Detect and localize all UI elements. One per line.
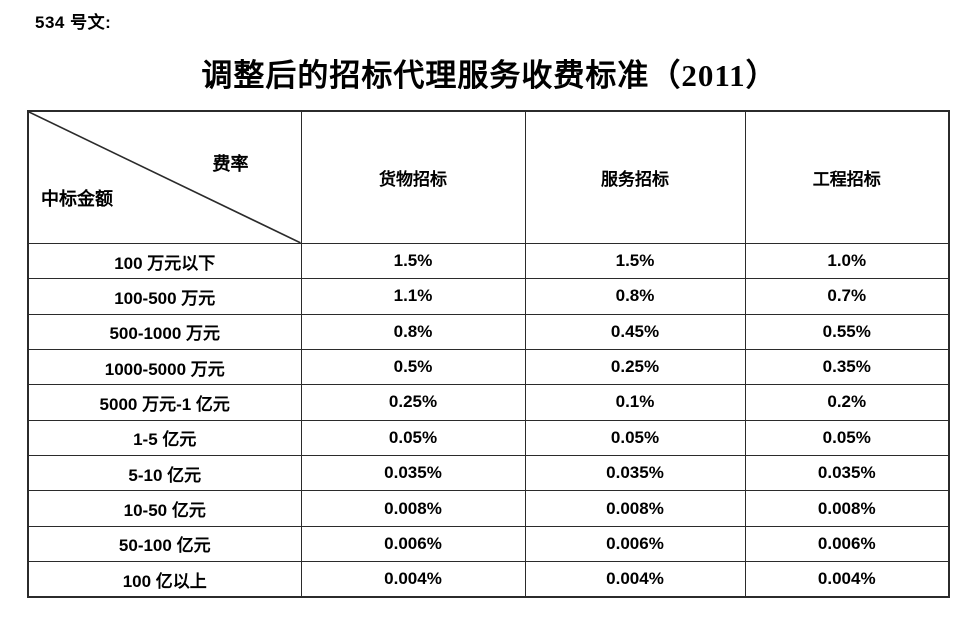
- works-rate-cell: 0.05%: [744, 419, 950, 457]
- table-row: 500-1000 万元 0.8% 0.45% 0.55%: [27, 313, 950, 350]
- amount-range-cell: 5000 万元-1 亿元: [27, 384, 302, 421]
- service-rate-cell: 0.8%: [524, 278, 746, 315]
- works-rate-cell: 1.0%: [744, 242, 950, 280]
- table-row: 100-500 万元 1.1% 0.8% 0.7%: [27, 278, 950, 315]
- amount-range-cell: 500-1000 万元: [27, 313, 302, 350]
- column-header-goods: 货物招标: [300, 110, 526, 244]
- diagonal-header-cell: 费率 中标金额: [27, 110, 302, 244]
- fee-rate-table: 费率 中标金额 货物招标 服务招标 工程招标 100 万元以下 1.5% 1.5…: [27, 110, 950, 598]
- diagonal-divider-line: [29, 112, 301, 243]
- service-rate-cell: 0.05%: [524, 419, 746, 457]
- service-rate-cell: 0.25%: [524, 348, 746, 386]
- column-header-works: 工程招标: [744, 110, 950, 244]
- goods-rate-cell: 1.5%: [300, 242, 526, 280]
- works-rate-cell: 0.2%: [744, 384, 950, 421]
- amount-range-cell: 10-50 亿元: [27, 490, 302, 527]
- works-rate-cell: 0.35%: [744, 348, 950, 386]
- amount-range-cell: 50-100 亿元: [27, 525, 302, 563]
- page-title: 调整后的招标代理服务收费标准（2011）: [201, 58, 778, 93]
- goods-rate-cell: 0.5%: [300, 348, 526, 386]
- amount-range-cell: 100-500 万元: [27, 278, 302, 315]
- table-header-row: 费率 中标金额 货物招标 服务招标 工程招标: [27, 110, 950, 244]
- works-rate-cell: 0.006%: [744, 525, 950, 563]
- table-row: 100 亿以上 0.004% 0.004% 0.004%: [27, 561, 950, 598]
- amount-range-cell: 1-5 亿元: [27, 419, 302, 457]
- corner-label-bid-amount: 中标金额: [41, 188, 113, 209]
- works-rate-cell: 0.004%: [744, 561, 950, 598]
- table-row: 1-5 亿元 0.05% 0.05% 0.05%: [27, 419, 950, 457]
- works-rate-cell: 0.035%: [744, 455, 950, 492]
- service-rate-cell: 1.5%: [524, 242, 746, 280]
- service-rate-cell: 0.004%: [524, 561, 746, 598]
- column-header-services: 服务招标: [524, 110, 746, 244]
- goods-rate-cell: 0.05%: [300, 419, 526, 457]
- amount-range-cell: 5-10 亿元: [27, 455, 302, 492]
- goods-rate-cell: 0.008%: [300, 490, 526, 527]
- table-row: 50-100 亿元 0.006% 0.006% 0.006%: [27, 525, 950, 563]
- works-rate-cell: 0.008%: [744, 490, 950, 527]
- table-row: 5-10 亿元 0.035% 0.035% 0.035%: [27, 455, 950, 492]
- table-row: 5000 万元-1 亿元 0.25% 0.1% 0.2%: [27, 384, 950, 421]
- goods-rate-cell: 0.006%: [300, 525, 526, 563]
- goods-rate-cell: 1.1%: [300, 278, 526, 315]
- goods-rate-cell: 0.035%: [300, 455, 526, 492]
- goods-rate-cell: 0.25%: [300, 384, 526, 421]
- works-rate-cell: 0.7%: [744, 278, 950, 315]
- table-row: 10-50 亿元 0.008% 0.008% 0.008%: [27, 490, 950, 527]
- goods-rate-cell: 0.8%: [300, 313, 526, 350]
- service-rate-cell: 0.006%: [524, 525, 746, 563]
- service-rate-cell: 0.008%: [524, 490, 746, 527]
- works-rate-cell: 0.55%: [744, 313, 950, 350]
- amount-range-cell: 100 亿以上: [27, 561, 302, 598]
- goods-rate-cell: 0.004%: [300, 561, 526, 598]
- table-row: 100 万元以下 1.5% 1.5% 1.0%: [27, 242, 950, 280]
- amount-range-cell: 1000-5000 万元: [27, 348, 302, 386]
- amount-range-cell: 100 万元以下: [27, 242, 302, 280]
- document-reference: 534 号文:: [35, 13, 112, 32]
- table-row: 1000-5000 万元 0.5% 0.25% 0.35%: [27, 348, 950, 386]
- service-rate-cell: 0.035%: [524, 455, 746, 492]
- service-rate-cell: 0.45%: [524, 313, 746, 350]
- corner-label-rate: 费率: [212, 154, 249, 174]
- service-rate-cell: 0.1%: [524, 384, 746, 421]
